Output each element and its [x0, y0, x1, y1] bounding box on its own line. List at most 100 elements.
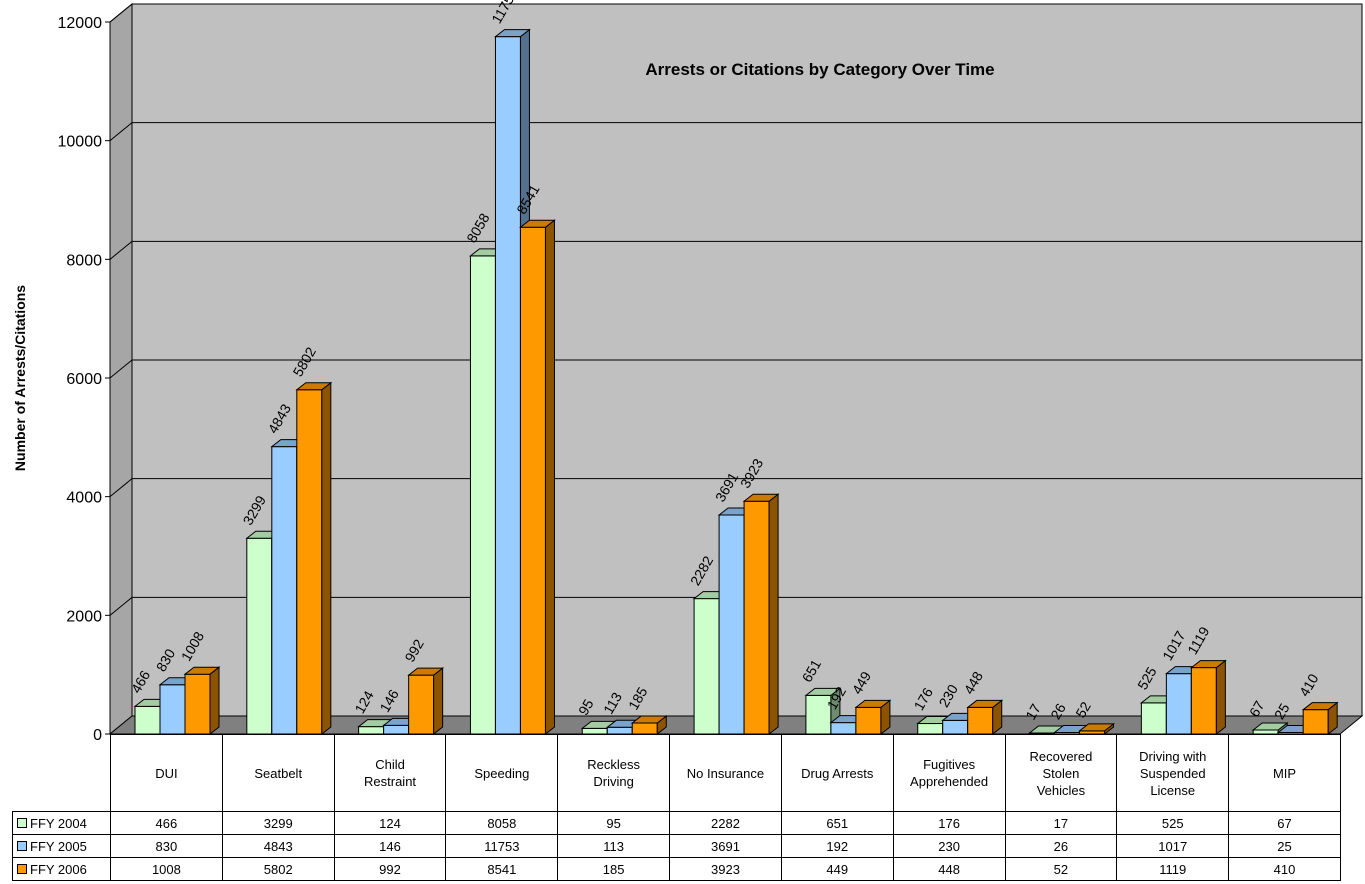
bar [917, 723, 944, 735]
bar [469, 255, 496, 735]
category-label: DUI [110, 734, 223, 812]
table-cell: 11753 [445, 834, 559, 858]
bar [494, 36, 521, 735]
table-cell: 525 [1116, 811, 1230, 835]
bar [383, 724, 410, 735]
series-name: FFY 2004 [30, 815, 87, 831]
table-cell: 3299 [221, 811, 335, 835]
bar [271, 446, 298, 735]
category-label: Fugitives Apprehended [892, 734, 1006, 812]
table-cell: 3691 [669, 834, 782, 858]
table-cell: 25 [1228, 834, 1341, 858]
data-label: 95 [575, 696, 597, 718]
table-cell: 5802 [221, 857, 335, 881]
bar [184, 673, 211, 735]
gridline-side [109, 359, 133, 379]
table-cell: 4843 [221, 834, 335, 858]
bar [1190, 667, 1217, 735]
table-cell: 466 [110, 811, 223, 835]
table-cell: 992 [333, 857, 447, 881]
table-row: FFY 2005 830 4843 146 11753 113 3691 192 230 26 10… [12, 834, 1341, 858]
category-label: Seatbelt [221, 734, 335, 812]
bar [743, 500, 770, 735]
bar [631, 722, 658, 735]
category-label: Recovered Stolen Vehicles [1004, 734, 1118, 812]
table-cell: 2282 [669, 811, 782, 835]
y-axis-title: Number of Arrests/Citations [12, 284, 28, 472]
bar-top [518, 219, 556, 228]
category-label-line: No Insurance [686, 765, 765, 781]
table-cell: 124 [333, 811, 447, 835]
bar [358, 726, 385, 735]
bar-top [804, 687, 842, 696]
bar-top [183, 666, 221, 675]
table-cell: 651 [780, 811, 894, 835]
legend-swatch [17, 864, 27, 875]
bar [967, 706, 994, 735]
table-cell: 3923 [669, 857, 782, 881]
bar-side [1215, 659, 1226, 736]
y-tick-label: 8000 [66, 252, 102, 269]
bar-top [1251, 722, 1289, 731]
bar-top [854, 699, 892, 708]
bar [1302, 709, 1329, 735]
category-label: Drug Arrests [780, 734, 894, 812]
table-cell: 8541 [445, 857, 559, 881]
legend-entry: FFY 2006 [12, 857, 111, 881]
chart-title: Arrests or Citations by Category Over Ti… [645, 60, 995, 79]
y-tick-label: 12000 [58, 15, 103, 32]
bar [693, 598, 720, 735]
bar-side [209, 666, 220, 736]
gridline-side [109, 596, 133, 616]
bar-top [295, 382, 333, 391]
bar-top [742, 493, 780, 502]
data-label: 17 [1022, 701, 1044, 723]
table-cell: 176 [892, 811, 1006, 835]
category-label-line: Driving [593, 774, 634, 789]
gridline-side [109, 122, 133, 142]
category-label-line: Fugitives [923, 757, 976, 772]
bar [942, 719, 969, 735]
category-label: MIP [1228, 734, 1341, 812]
table-cell: 52 [1004, 857, 1118, 881]
table-cell: 185 [557, 857, 671, 881]
table-cell: 449 [780, 857, 894, 881]
table-cell: 1119 [1116, 857, 1230, 881]
category-label-line: Recovered [1029, 748, 1093, 764]
category-label-line: Stolen [1042, 765, 1080, 781]
category-label: Driving with Suspended License [1116, 734, 1230, 812]
y-tick-label: 6000 [66, 371, 102, 388]
y-tick-label: 4000 [66, 490, 102, 507]
bar-side [321, 381, 332, 736]
data-label: 26 [1047, 700, 1069, 722]
category-label-line: Apprehended [910, 774, 989, 789]
category-label-line: Restraint [364, 774, 417, 789]
bar [830, 722, 857, 735]
series-name: FFY 2005 [30, 838, 87, 854]
data-table: DUI Seatbelt Child Restraint Speeding Reckles… [12, 734, 1341, 881]
table-corner [12, 734, 111, 812]
bar-top [1301, 702, 1339, 711]
category-label: No Insurance [669, 734, 782, 812]
table-row: FFY 2006 1008 5802 992 8541 185 3923 449 448 52 11… [12, 857, 1341, 881]
bar [408, 674, 435, 735]
table-cell: 192 [780, 834, 894, 858]
table-cell: 146 [333, 834, 447, 858]
bar-top [630, 715, 668, 724]
bar-top [407, 667, 445, 676]
data-label: 67 [1246, 698, 1268, 720]
bar-top [1189, 660, 1227, 669]
bar [519, 226, 546, 735]
gridline-side [109, 478, 133, 498]
category-label-line: Suspended [1139, 765, 1206, 781]
bar [1140, 702, 1167, 735]
bar [1165, 673, 1192, 735]
bar [606, 726, 633, 735]
bar [159, 684, 186, 735]
category-label-line: Vehicles [1036, 782, 1086, 798]
category-label-line: MIP [1272, 765, 1297, 781]
category-label: Child Restraint [333, 734, 447, 812]
table-cell: 26 [1004, 834, 1118, 858]
table-cell: 448 [892, 857, 1006, 881]
